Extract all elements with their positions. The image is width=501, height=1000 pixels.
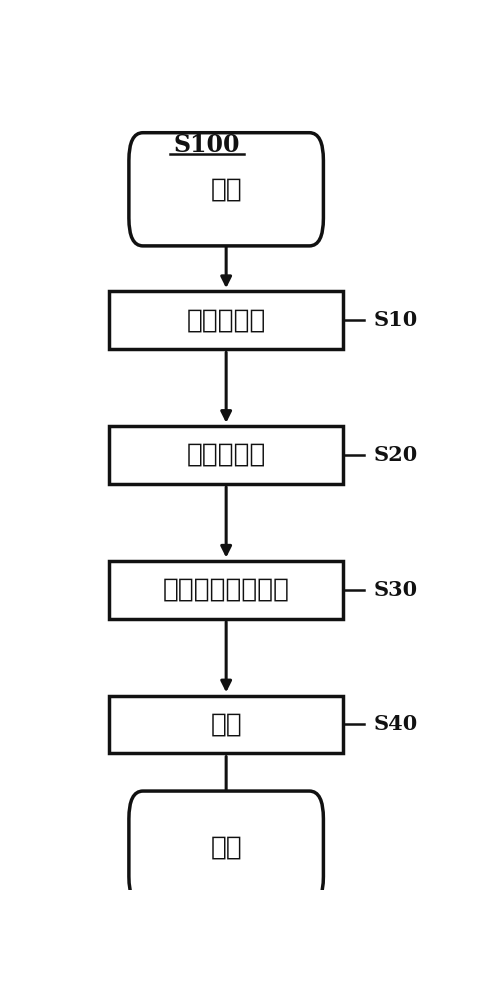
Text: S40: S40 [373, 714, 417, 734]
Text: 结束: 结束 [210, 835, 241, 861]
Text: S10: S10 [373, 310, 417, 330]
FancyBboxPatch shape [109, 426, 342, 484]
Text: S100: S100 [173, 133, 239, 157]
Text: 开始: 开始 [210, 176, 241, 202]
Text: 正极的制造: 正极的制造 [186, 442, 266, 468]
FancyBboxPatch shape [109, 561, 342, 619]
Text: 负极的制造: 负极的制造 [186, 307, 266, 333]
FancyBboxPatch shape [129, 133, 323, 246]
FancyBboxPatch shape [109, 696, 342, 753]
Text: S20: S20 [373, 445, 417, 465]
Text: S30: S30 [373, 580, 417, 600]
FancyBboxPatch shape [109, 291, 342, 349]
Text: 水系电解液的制造: 水系电解液的制造 [162, 577, 289, 603]
FancyBboxPatch shape [129, 791, 323, 904]
Text: 收容: 收容 [210, 711, 241, 737]
